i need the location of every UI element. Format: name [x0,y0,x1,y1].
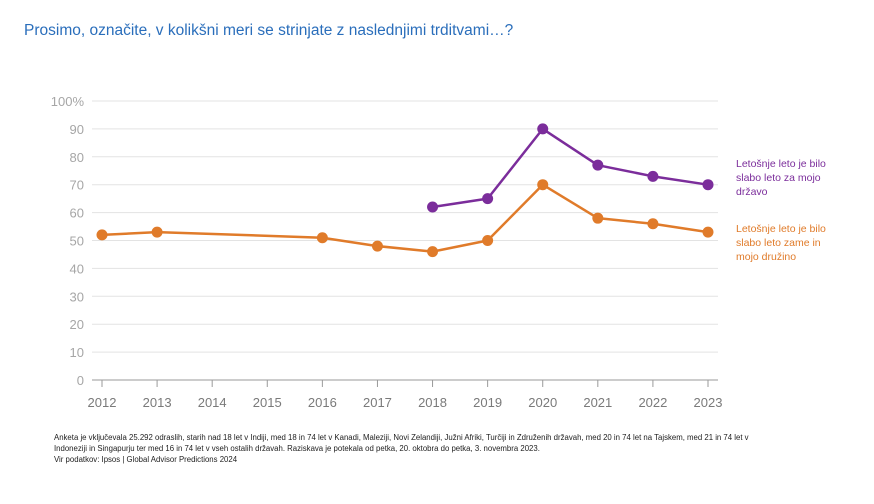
data-point-series-1 [592,212,604,224]
y-tick-label: 0 [77,373,84,388]
footnote: Anketa je vključevala 25.292 odraslih, s… [54,432,854,465]
x-tick-label: 2014 [198,395,227,410]
y-tick-label: 60 [70,206,84,221]
x-tick-label: 2019 [473,395,502,410]
x-axis: 2012 2013 2014 2015 2016 2017 2018 2019 2020 2021… [88,380,723,410]
legend-entry-country: Letošnje leto je bilo slabo leto za mojo… [736,158,826,198]
y-tick-label: 10 [70,345,84,360]
series-lines [101,127,709,253]
data-point-series-0 [702,179,714,191]
footnote-line-3: Vir podatkov: Ipsos | Global Advisor Pre… [54,455,238,464]
y-tick-label: 40 [70,261,84,276]
x-tick-label: 2012 [88,395,117,410]
series-points [96,123,714,258]
x-tick-label: 2022 [638,395,667,410]
data-point-series-1 [702,226,714,238]
y-axis: 0 10 20 30 40 50 60 70 80 90 100% [51,94,85,388]
chart-title: Prosimo, označite, v kolikšni meri se st… [24,22,514,39]
data-point-series-1 [537,179,549,191]
x-tick-label: 2021 [583,395,612,410]
y-tick-label: 50 [70,234,84,249]
x-tick-label: 2013 [143,395,172,410]
y-tick-label: 100% [51,94,85,109]
x-tick-label: 2023 [694,395,723,410]
x-tick-label: 2018 [418,395,447,410]
data-point-series-1 [316,232,328,244]
data-point-series-1 [151,226,163,238]
data-point-series-1 [427,246,439,258]
series-line-0 [432,127,709,209]
data-point-series-1 [482,235,494,246]
x-tick-label: 2016 [308,395,337,410]
legend-entry-family: Letošnje leto je bilo slabo leto zame in… [736,223,826,263]
x-tick-label: 2017 [363,395,392,410]
footnote-line-2: Indoneziji in Singapurju ter med 16 in 7… [54,444,540,453]
gridlines [92,100,718,381]
data-point-series-0 [592,159,604,171]
data-point-series-1 [96,229,108,241]
footnote-line-1: Anketa je vključevala 25.292 odraslih, s… [54,433,749,442]
y-tick-label: 30 [70,289,84,304]
data-point-series-0 [427,201,439,213]
y-tick-label: 70 [70,178,84,193]
data-point-series-0 [537,123,549,135]
y-tick-label: 90 [70,122,84,137]
data-point-series-1 [647,218,659,230]
data-point-series-1 [371,240,383,252]
x-tick-label: 2015 [253,395,282,410]
series-line-1 [101,183,709,253]
data-point-series-0 [647,170,659,182]
y-tick-label: 80 [70,150,84,165]
x-tick-label: 2020 [528,395,557,410]
y-tick-label: 20 [70,317,84,332]
data-point-series-0 [482,193,494,205]
